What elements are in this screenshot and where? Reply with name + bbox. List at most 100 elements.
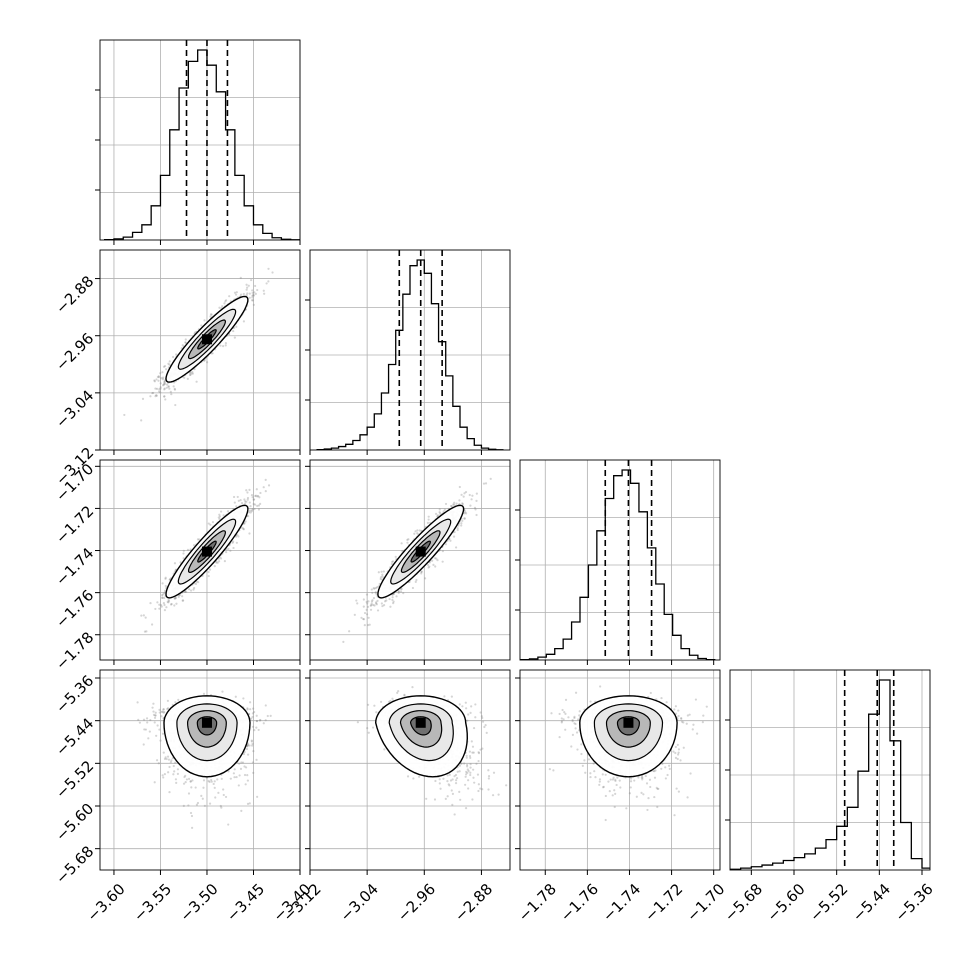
scatter-point — [414, 580, 417, 584]
scatter-point — [469, 504, 472, 507]
scatter-point — [464, 490, 468, 494]
scatter-point — [415, 578, 418, 582]
scatter-point — [164, 589, 167, 592]
scatter-point — [186, 377, 189, 380]
scatter-point — [244, 783, 247, 786]
scatter-point — [369, 604, 372, 607]
scatter-point — [254, 292, 257, 295]
scatter-point — [218, 517, 221, 521]
scatter-point — [169, 603, 173, 606]
scatter-point — [256, 288, 259, 292]
scatter-point — [173, 596, 177, 600]
scatter-point — [382, 570, 385, 573]
scatter-point — [235, 535, 238, 538]
scatter-point — [142, 614, 145, 617]
scatter-point — [189, 373, 192, 377]
scatter-point — [170, 602, 173, 606]
density-peak — [201, 334, 212, 345]
scatter-point — [375, 603, 378, 606]
scatter-point — [165, 368, 168, 371]
scatter-point — [165, 383, 169, 386]
scatter-point — [184, 590, 187, 593]
scatter-point — [444, 543, 448, 546]
scatter-point — [383, 604, 386, 607]
scatter-point — [233, 336, 236, 339]
scatter-point — [253, 710, 256, 714]
scatter-point — [167, 385, 170, 388]
panel-content — [342, 477, 492, 643]
scatter-point — [184, 341, 187, 344]
scatter-point — [155, 387, 159, 390]
scatter-point — [462, 495, 465, 498]
scatter-point — [374, 586, 378, 590]
scatter-point — [176, 768, 180, 771]
scatter-point — [397, 589, 400, 593]
scatter-point — [218, 515, 221, 518]
scatter-point — [231, 540, 235, 543]
scatter-point — [435, 557, 438, 560]
scatter-point — [246, 491, 249, 494]
scatter-point — [218, 513, 221, 516]
scatter-point — [239, 499, 242, 502]
scatter-point — [252, 303, 255, 306]
scatter-point — [234, 293, 238, 296]
scatter-point — [426, 521, 430, 525]
scatter-point — [453, 501, 456, 504]
scatter-point — [190, 786, 193, 789]
scatter-point — [373, 604, 376, 607]
scatter-point — [175, 781, 178, 784]
scatter-point — [245, 489, 248, 492]
scatter-point — [202, 786, 205, 789]
scatter-point — [245, 747, 249, 751]
scatter-point — [155, 734, 158, 737]
scatter-point — [252, 498, 256, 501]
scatter-point — [161, 774, 164, 777]
scatter-point — [407, 538, 410, 541]
histogram-steps — [316, 259, 504, 450]
scatter-point — [174, 596, 178, 599]
scatter-point — [218, 306, 221, 309]
scatter-point — [450, 505, 453, 508]
scatter-point — [192, 588, 195, 591]
scatter-point — [233, 501, 236, 504]
scatter-point — [436, 514, 440, 517]
scatter-point — [149, 395, 152, 398]
scatter-point — [184, 341, 187, 344]
scatter-point — [434, 557, 437, 560]
scatter-point — [159, 386, 162, 389]
scatter-point — [392, 600, 395, 603]
scatter-point — [232, 495, 236, 499]
scatter-point — [468, 493, 471, 497]
scatter-point — [224, 795, 228, 799]
scatter-point — [237, 535, 240, 538]
scatter-point — [434, 565, 437, 568]
scatter-point — [250, 299, 254, 302]
scatter-point — [207, 570, 210, 574]
scatter-point — [189, 548, 192, 551]
scatter-point — [165, 386, 168, 389]
scatter-point — [254, 284, 257, 288]
scatter-point — [177, 595, 180, 598]
scatter-point — [250, 493, 254, 497]
panel-content — [140, 478, 271, 633]
scatter-point — [197, 581, 200, 584]
scatter-point — [163, 380, 166, 384]
scatter-point — [374, 591, 377, 594]
scatter-point — [362, 598, 365, 601]
scatter-point — [212, 782, 215, 786]
scatter-point — [164, 576, 167, 579]
scatter-point — [436, 559, 439, 562]
scatter-point — [262, 289, 265, 292]
scatter-point — [174, 403, 177, 407]
scatter-point — [185, 590, 188, 593]
histogram-panel-1 — [95, 39, 301, 245]
scatter-point — [443, 508, 446, 511]
scatter-point — [438, 508, 441, 511]
scatter-point — [183, 376, 186, 379]
scatter-point — [449, 539, 452, 542]
scatter-point — [428, 565, 431, 568]
scatter-point — [475, 492, 478, 495]
scatter-point — [191, 370, 194, 374]
scatter-point — [449, 504, 453, 508]
